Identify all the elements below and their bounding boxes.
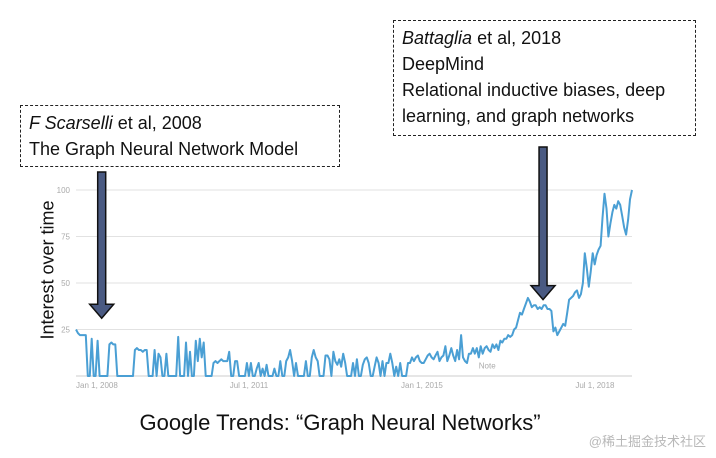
x-tick-2: Jan 1, 2015 xyxy=(401,381,443,390)
gridlines xyxy=(76,189,632,377)
callout-battaglia-line3: Relational inductive biases, deep xyxy=(402,80,666,100)
arrow-0 xyxy=(88,171,116,320)
callout-scarselli-line2: The Graph Neural Network Model xyxy=(29,139,299,159)
trend-line xyxy=(75,189,633,377)
chart-caption: Google Trends: “Graph Neural Networks” xyxy=(139,410,541,435)
callout-scarselli-author: F Scarselli xyxy=(29,113,113,133)
callout-scarselli-line1: F Scarselli et al, 2008 xyxy=(29,110,329,136)
callout-battaglia-author: Battaglia xyxy=(402,28,473,48)
y-tick-100: 100 xyxy=(57,186,71,195)
callout-battaglia-line4: learning, and graph networks xyxy=(402,106,635,126)
note-label: Note xyxy=(479,362,496,371)
x-tick-1: Jul 1, 2011 xyxy=(230,381,269,390)
y-axis-label: Interest over time xyxy=(37,200,58,340)
x-tick-3: Jul 1, 2018 xyxy=(575,381,615,390)
watermark: @稀土掘金技术社区 xyxy=(588,434,706,449)
callout-scarselli-year: et al, 2008 xyxy=(112,113,202,133)
callout-battaglia-year: et al, 2018 xyxy=(472,28,562,48)
x-tick-0: Jan 1, 2008 xyxy=(76,381,118,390)
callout-battaglia-line2: DeepMind xyxy=(402,54,485,74)
arrows xyxy=(88,146,557,320)
y-tick-50: 50 xyxy=(61,279,70,288)
callout-battaglia-line1: Battaglia et al, 2018 xyxy=(402,25,685,51)
y-tick-75: 75 xyxy=(61,233,70,242)
callout-scarselli: F Scarselli et al, 2008 The Graph Neural… xyxy=(20,105,340,167)
x-tick-labels: Jan 1, 2008 Jul 1, 2011 Jan 1, 2015 Jul 1, … xyxy=(76,381,615,390)
y-tick-25: 25 xyxy=(61,326,70,335)
y-tick-labels: 100 75 50 25 xyxy=(57,186,71,335)
arrow-1 xyxy=(529,146,557,301)
callout-battaglia: Battaglia et al, 2018 DeepMind Relationa… xyxy=(393,20,696,136)
